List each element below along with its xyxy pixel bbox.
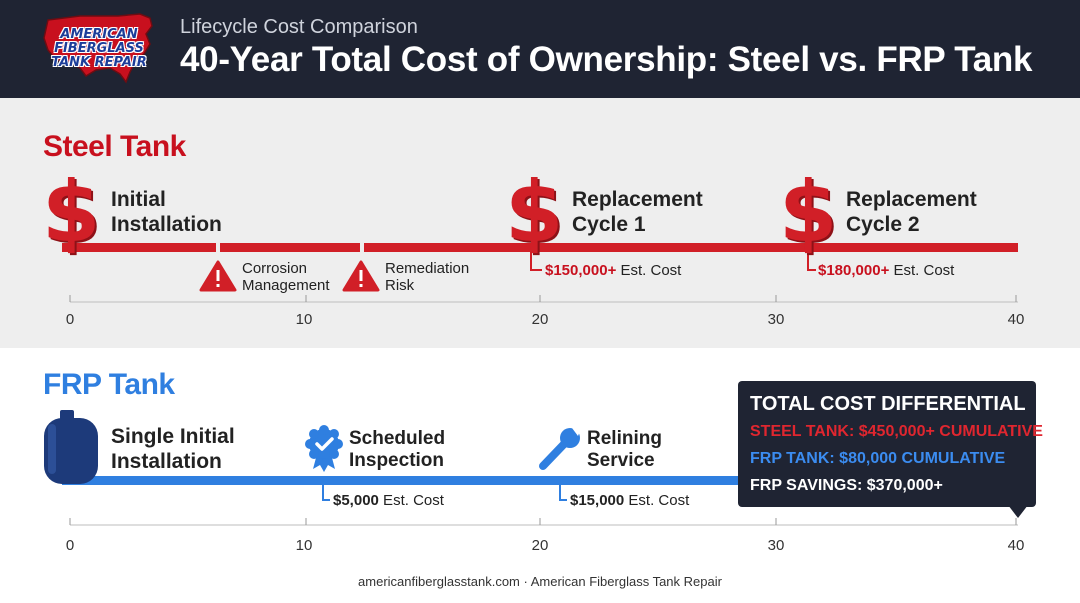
steel-milestone-replacement-1: Replacement Cycle 1 [572,187,703,237]
frp-bar [62,476,752,485]
frp-milestone-relining: Relining Service [587,428,662,472]
frp-milestone-inspection: Scheduled Inspection [349,428,445,472]
usa-map-logo-icon [43,13,153,84]
badge-check-icon [305,425,343,472]
cost-suffix: Est. Cost [889,262,955,279]
tank-icon [44,410,98,484]
logo-text-line-1: AMERICAN [60,27,138,42]
logo-text-line-2: FIBERGLASS [54,41,144,56]
steel-tank-panel [0,98,1080,348]
milestone-line-2: Inspection [349,450,445,471]
risk-line-1: Corrosion [242,260,308,277]
axis-tick-label: 20 [531,311,549,328]
milestone-line-2: Cycle 1 [572,213,646,236]
cost-suffix: Est. Cost [378,492,444,509]
milestone-line-1: Replacement [846,188,977,211]
milestone-line-2: Installation [111,450,222,473]
risk-corrosion-label: Corrosion Management [242,260,330,294]
milestone-line-1: Relining [587,428,662,449]
callout-frp-total: FRP TANK: $80,000 CUMULATIVE [750,450,1006,467]
cost-connector [322,484,330,501]
dollar-icon: $ [779,163,838,261]
cost-value: $150,000+ [545,262,617,279]
header-bar: AMERICAN FIBERGLASS TANK REPAIR Lifecycl… [0,0,1080,98]
cost-differential-callout: TOTAL COST DIFFERENTIAL STEEL TANK: $450… [738,381,1043,507]
axis-tick-label: 40 [1007,537,1025,554]
axis-tick-label: 0 [65,311,75,328]
callout-savings: FRP SAVINGS: $370,000+ [750,477,943,494]
milestone-line-2: Service [587,450,655,471]
wrench-icon [539,426,582,470]
milestone-line-1: Initial [111,188,166,211]
axis-tick-label: 10 [295,311,313,328]
milestone-line-2: Cycle 2 [846,213,920,236]
risk-remediation-label: Remediation Risk [385,260,469,294]
dollar-icon: $ [505,163,564,261]
frp-cost-inspection: $5,000 Est. Cost [333,492,444,509]
axis-tick-label: 20 [531,537,549,554]
frp-milestone-installation: Single Initial Installation [111,424,235,474]
dollar-icon: $ [42,163,101,261]
risk-line-2: Management [242,277,330,294]
milestone-line-1: Scheduled [349,428,446,449]
company-logo: AMERICAN FIBERGLASS TANK REPAIR [40,10,158,86]
cost-value: $15,000 [570,492,625,509]
cost-connector [559,484,567,501]
risk-line-1: Remediation [385,260,470,277]
page-title: 40-Year Total Cost of Ownership: Steel v… [180,40,1033,79]
page-eyebrow: Lifecycle Cost Comparison [180,16,418,38]
steel-milestone-initial: Initial Installation [111,187,222,237]
footer-credit: americanfiberglasstank.com · American Fi… [358,574,722,589]
callout-steel-total: STEEL TANK: $450,000+ CUMULATIVE [750,423,1043,440]
steel-cost-replacement-2: $180,000+ Est. Cost [818,262,954,279]
frp-section-title: FRP Tank [43,368,175,401]
milestone-line-1: Single Initial [111,425,235,448]
axis-tick-label: 10 [295,537,313,554]
cost-suffix: Est. Cost [616,262,682,279]
milestone-line-2: Installation [111,213,222,236]
logo-text-line-3: TANK REPAIR [51,55,147,70]
cost-suffix: Est. Cost [624,492,690,509]
callout-title: TOTAL COST DIFFERENTIAL [750,393,1026,415]
cost-value: $5,000 [333,492,379,509]
axis-tick-label: 40 [1007,311,1025,328]
axis-tick-label: 30 [767,537,785,554]
frp-cost-relining: $15,000 Est. Cost [570,492,689,509]
axis-tick-label: 30 [767,311,785,328]
risk-line-2: Risk [385,277,415,294]
steel-section-title: Steel Tank [43,130,186,163]
milestone-line-1: Replacement [572,188,703,211]
axis-tick-label: 0 [65,537,75,554]
steel-milestone-replacement-2: Replacement Cycle 2 [846,187,977,237]
steel-cost-replacement-1: $150,000+ Est. Cost [545,262,681,279]
cost-value: $180,000+ [818,262,890,279]
